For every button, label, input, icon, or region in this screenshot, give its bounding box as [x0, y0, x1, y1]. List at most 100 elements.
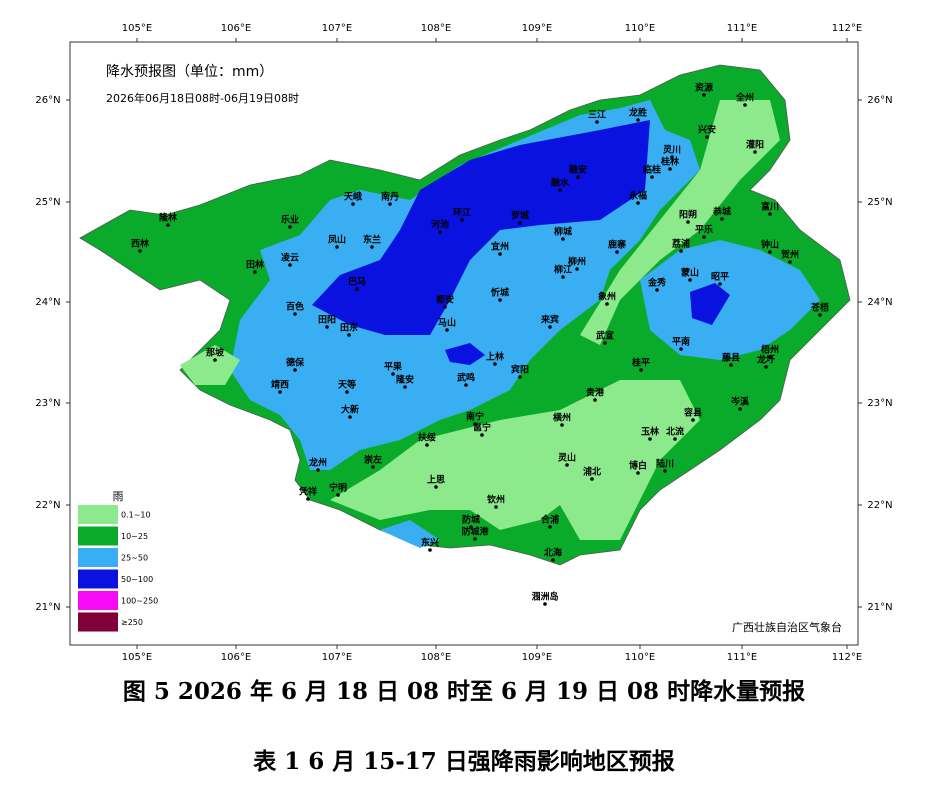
city-dot [498, 252, 502, 256]
city-label: 桂林 [660, 156, 680, 168]
city-label: 柳城 [554, 226, 572, 238]
city-dot [518, 221, 522, 225]
city-dot [576, 175, 580, 179]
city-dot [636, 201, 640, 205]
city-label: 博白 [629, 460, 647, 472]
city-dot [253, 270, 257, 274]
city-label: 陆川 [656, 458, 674, 470]
lon-label: 110°E [625, 652, 655, 660]
lat-label: 24°N [867, 297, 892, 308]
city-label: 隆安 [396, 374, 414, 386]
city-dot [425, 443, 429, 447]
city-dot [705, 135, 709, 139]
city-dot [636, 118, 640, 122]
city-label: 靖西 [271, 379, 289, 391]
city-dot [288, 225, 292, 229]
city-dot [518, 375, 522, 379]
city-label: 桂平 [631, 357, 650, 369]
city-label: 灵山 [557, 452, 576, 464]
city-label: 平南 [672, 336, 690, 348]
city-label: 罗城 [511, 210, 529, 222]
city-dot [691, 418, 695, 422]
city-dot [443, 305, 447, 309]
city-dot [605, 302, 609, 306]
city-label: 那坡 [206, 347, 225, 359]
city-label: 上思 [427, 474, 445, 486]
city-dot [371, 465, 375, 469]
city-label: 柳江 [554, 264, 572, 276]
city-dot [293, 368, 297, 372]
city-label: 北海 [544, 547, 562, 559]
lat-label: 23°N [867, 398, 892, 409]
city-label: 龙州 [308, 457, 327, 469]
table-caption: 表 1 6 月 15-17 日强降雨影响地区预报 [253, 748, 675, 775]
city-label: 岑溪 [730, 396, 750, 408]
city-dot [166, 223, 170, 227]
city-dot [688, 278, 692, 282]
lon-label: 110°E [625, 23, 655, 34]
zone-50-100 [445, 343, 485, 365]
city-dot [493, 362, 497, 366]
city-label: 东兰 [363, 234, 381, 246]
city-dot [438, 230, 442, 234]
city-label: 扶绥 [418, 432, 436, 444]
map: 降水预报图（单位：mm） 2026年06月18日08时-06月19日08时 雨 … [35, 23, 892, 663]
lat-label: 21°N [867, 602, 892, 613]
city-label: 昭平 [711, 272, 729, 283]
city-label: 河池 [431, 219, 449, 231]
zone-25-50 [380, 520, 440, 548]
city-dot [561, 237, 565, 241]
city-label: 田林 [246, 259, 265, 271]
city-label: 马山 [438, 317, 456, 329]
city-label: 东兴 [421, 537, 439, 549]
city-dot [668, 167, 672, 171]
city-dot [138, 249, 142, 253]
city-label: 金秀 [647, 277, 666, 289]
lat-label: 25°N [35, 197, 60, 208]
city-label: 龙胜 [628, 107, 647, 119]
lon-label: 109°E [522, 23, 552, 34]
city-label: 横州 [553, 412, 571, 424]
city-label: 全州 [735, 92, 754, 104]
city-label: 鹿寨 [607, 239, 627, 251]
city-dot [445, 328, 449, 332]
city-label: 南宁 [466, 411, 484, 423]
figure-caption: 图 5 2026 年 6 月 18 日 08 时至 6 月 19 日 08 时降… [122, 678, 806, 705]
city-dot [768, 250, 772, 254]
lon-label: 112°E [832, 652, 862, 660]
city-label: 容县 [683, 407, 702, 419]
lat-label: 21°N [35, 602, 60, 613]
city-dot [306, 497, 310, 501]
city-label: 柳州 [568, 256, 586, 268]
rain-zones [79, 64, 851, 566]
city-label: 灵川 [662, 145, 681, 156]
lat-label: 26°N [867, 95, 892, 106]
city-dot [345, 390, 349, 394]
city-label: 天峨 [344, 191, 362, 203]
city-dot [670, 155, 674, 159]
city-dot [348, 415, 352, 419]
city-label: 阳朔 [679, 209, 697, 221]
city-label: 邕宁 [473, 422, 491, 434]
city-label: 象州 [598, 291, 616, 303]
city-label: 苍梧 [810, 302, 829, 314]
city-dot [336, 493, 340, 497]
city-dot [391, 372, 395, 376]
city-dot [370, 245, 374, 249]
city-dot [686, 220, 690, 224]
city-dot [543, 602, 547, 606]
zone-25-50 [640, 240, 820, 360]
city-label: 凌云 [281, 252, 299, 264]
city-dot [325, 325, 329, 329]
legend-swatch [78, 569, 118, 589]
city-dot [702, 235, 706, 239]
city-label: 来宾 [540, 314, 559, 326]
lon-label: 106°E [221, 652, 251, 660]
lon-label: 109°E [522, 652, 552, 660]
credit: 广西壮族自治区气象台 [732, 620, 842, 634]
city-label: 忻城 [491, 287, 509, 299]
city-label: 上林 [486, 351, 505, 363]
city-label: 灌阳 [746, 139, 764, 151]
city-label: 恭城 [712, 206, 731, 218]
city-label: 涠洲岛 [531, 591, 558, 603]
